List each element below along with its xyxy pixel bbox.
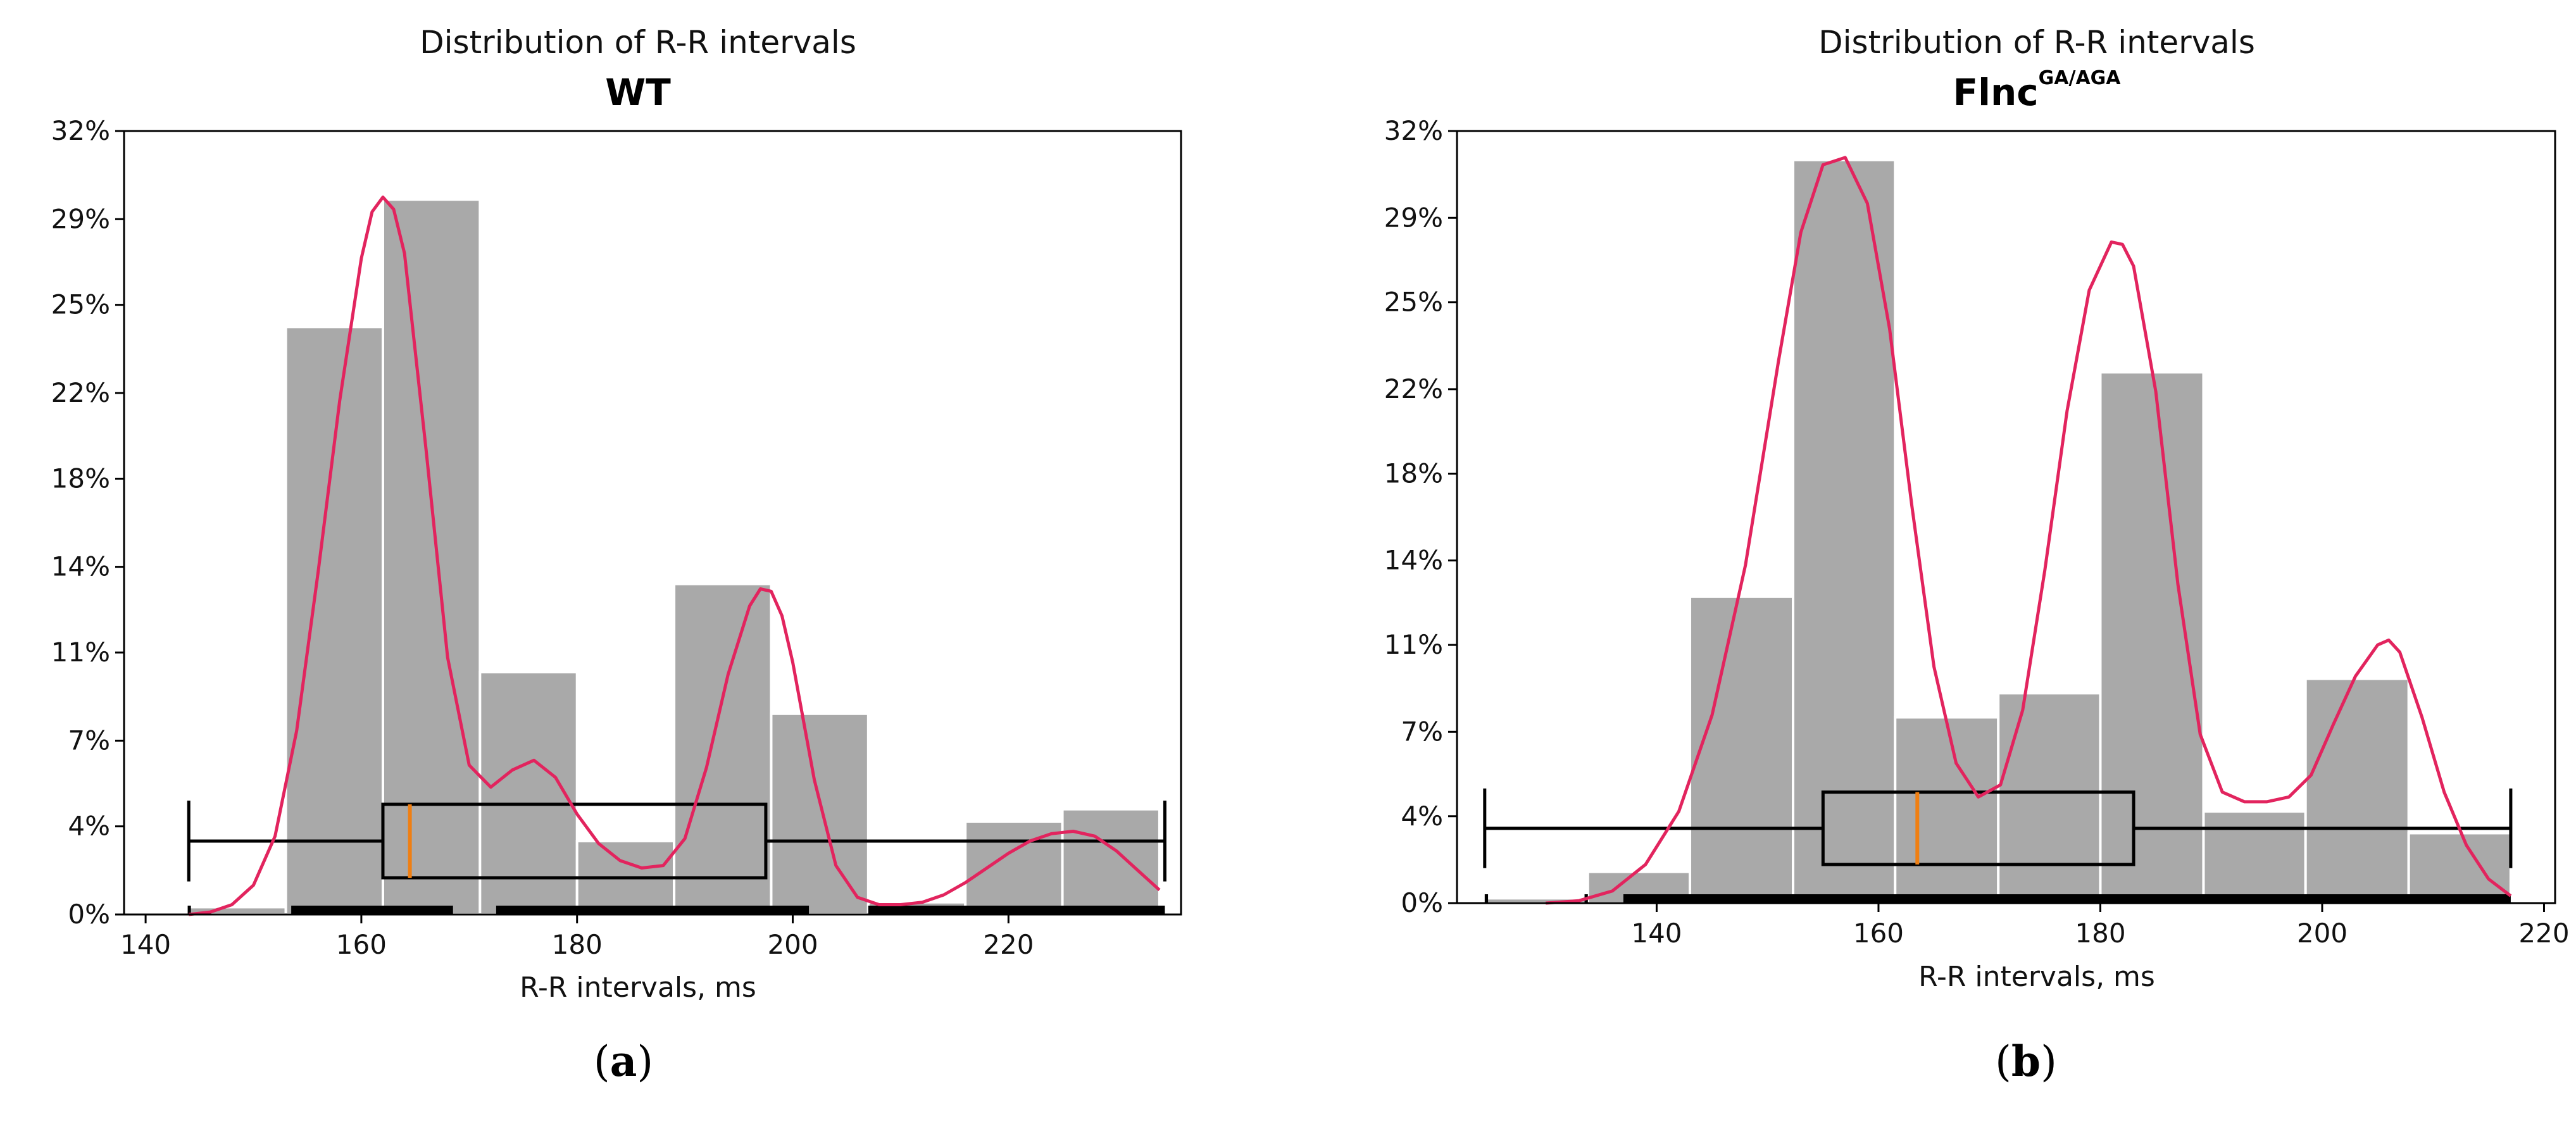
plot-frame [123,130,1182,916]
x-tick-label: 140 [1631,918,1682,949]
histogram-bar [1894,716,2000,904]
rug-mark [496,906,810,914]
chart-panel-flnc: 0% 4% 7% 11% 14% 18% 22% 25% 29% 32% 140 160 180 200 2… [1288,0,2576,1136]
histogram-bar [1689,595,1795,904]
x-tick-label: 200 [767,929,818,960]
rug-mark [868,906,1165,914]
y-tick-label: 25% [51,289,110,320]
x-axis-label: R-R intervals, ms [520,971,756,1004]
y-tick-label: 4% [68,811,110,842]
x-axis-label: R-R intervals, ms [1918,961,2155,993]
kde-curve [1546,156,2512,905]
rug-mark [291,906,453,914]
histogram-bar [2202,810,2307,904]
x-tick-label: 160 [336,929,387,960]
x-tick-label: 180 [2075,918,2125,949]
x-tick-label: 160 [1853,918,1904,949]
y-tick-label: 25% [1384,287,1443,318]
boxplot-box [381,802,768,880]
x-tick-label: 180 [552,929,603,960]
histogram-bar [284,325,384,916]
y-tick-label: 11% [51,637,110,668]
x-tick-label: 220 [2518,918,2569,949]
y-tick-label: 0% [68,899,110,930]
histogram-bar [1997,692,2102,904]
chart-panel-wt: 0% 4% 7% 11% 14% 18% 22% 25% 29% 32% 140 160 180 200 2… [51,24,1182,1086]
histogram-bar [381,198,482,916]
histogram-bar [2099,371,2205,904]
y-tick-label: 22% [1384,373,1443,404]
y-tick-label: 32% [51,115,110,146]
plot-frame [1456,130,2556,904]
y-tick-label: 7% [1401,716,1443,747]
x-tick-label: 140 [120,929,171,960]
chart-flnc: 0% 4% 7% 11% 14% 18% 22% 25% 29% 32% 140 160 180 200 2… [1384,115,2570,949]
boxplot-box [1821,790,2135,866]
x-tick-label: 220 [983,929,1034,960]
chart-title: Distribution of R-R intervals [420,24,856,61]
y-tick-label: 22% [51,377,110,408]
subfigure-label-a: (a) [593,1037,654,1086]
y-tick-label: 29% [51,203,110,234]
y-tick-label: 14% [51,551,110,582]
histogram-bar [770,712,870,916]
kde-curve [188,196,1161,916]
histogram-bar [2304,677,2410,904]
rug-mark [187,906,191,914]
y-tick-label: 29% [1384,202,1443,233]
chart-subtitle: WT [605,71,671,114]
y-tick-label: 18% [51,463,110,494]
histogram-bar [2407,832,2512,904]
y-tick-label: 18% [1384,458,1443,489]
y-tick-label: 11% [1384,629,1443,660]
y-tick-label: 32% [1384,115,1443,146]
y-tick-label: 14% [1384,545,1443,576]
subfigure-label-b: (b) [1995,1037,2057,1086]
chart-wt: 0% 4% 7% 11% 14% 18% 22% 25% 29% 32% 140 160 180 200 2… [51,115,1182,960]
y-tick-label: 7% [68,725,110,756]
x-tick-label: 200 [2297,918,2348,949]
histogram-bar [673,582,773,916]
rug-mark [1484,894,1489,903]
chart-subtitle: FlncGA/AGA [1953,67,2121,114]
y-tick-label: 0% [1401,887,1443,918]
histogram-bar [478,670,578,916]
y-tick-label: 4% [1401,801,1443,832]
chart-title: Distribution of R-R intervals [1818,24,2255,61]
histogram-bar [1061,808,1161,916]
rug-mark [1623,894,2511,903]
